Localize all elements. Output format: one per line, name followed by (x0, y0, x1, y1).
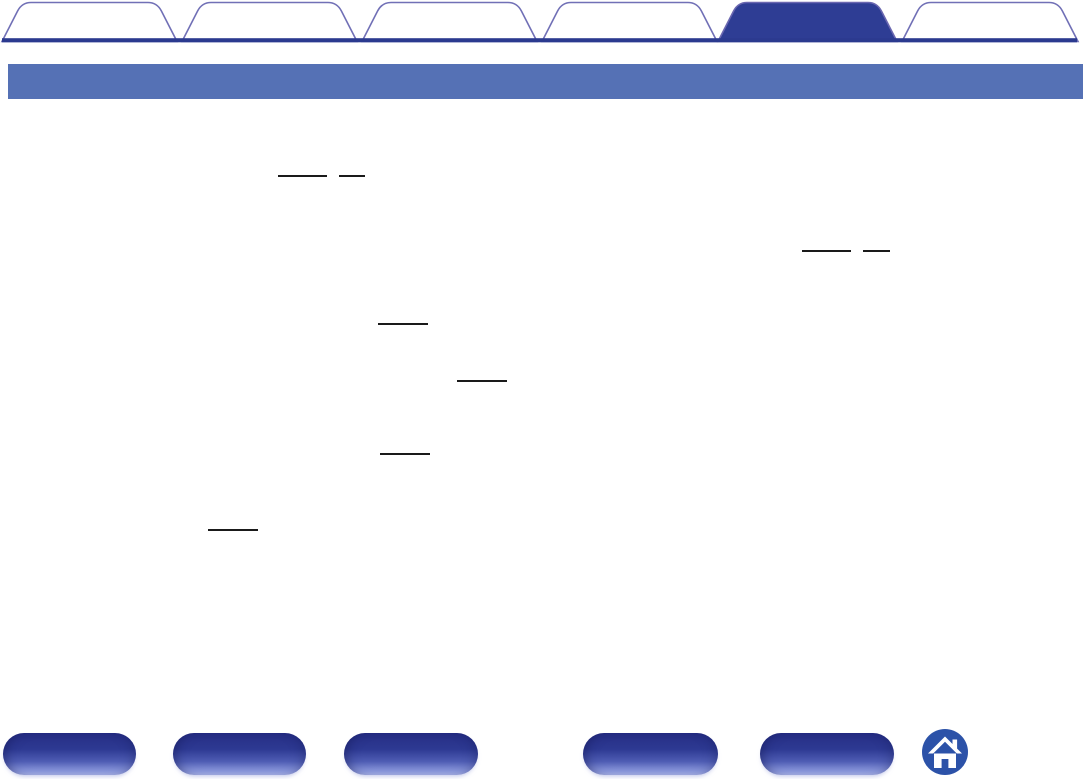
tab-5-selected[interactable] (716, 1, 899, 43)
footer-button-1[interactable] (3, 733, 136, 775)
link-text-underline (802, 250, 851, 252)
tab-3[interactable] (360, 1, 539, 43)
link-text-underline (208, 529, 258, 531)
tab-4[interactable] (540, 1, 719, 43)
footer-button-4[interactable] (583, 733, 718, 775)
link-text-underline (457, 380, 507, 382)
tab-6[interactable] (900, 1, 1080, 43)
footer-button-5[interactable] (760, 733, 894, 775)
tab-baseline (2, 38, 1077, 43)
section-header-bar (8, 64, 1083, 99)
page-link-3[interactable] (378, 323, 428, 325)
home-button[interactable] (921, 728, 969, 776)
link-text-underline (278, 175, 327, 177)
footer-button-3[interactable] (344, 733, 478, 775)
page-ref-underline (339, 175, 365, 177)
tab-2[interactable] (180, 1, 359, 43)
page-link-5[interactable] (380, 453, 430, 455)
link-text-underline (378, 323, 428, 325)
page-ref-underline (863, 250, 890, 252)
page-link-4[interactable] (457, 380, 507, 382)
page-link-6[interactable] (208, 529, 258, 531)
page-link-2[interactable] (802, 250, 890, 252)
page-link-1[interactable] (278, 175, 365, 177)
home-icon (922, 729, 968, 775)
tab-bar (0, 1, 1080, 43)
link-text-underline (380, 453, 430, 455)
footer-button-2[interactable] (173, 733, 306, 775)
tab-1[interactable] (0, 1, 179, 43)
